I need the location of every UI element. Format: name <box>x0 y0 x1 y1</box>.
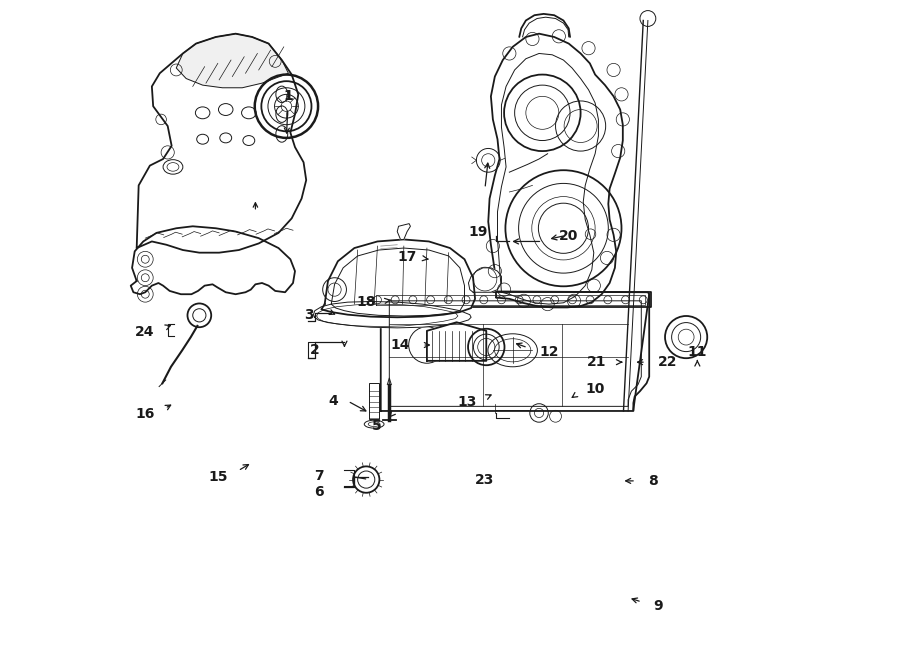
Text: 21: 21 <box>587 355 607 369</box>
Text: 6: 6 <box>314 485 323 499</box>
Text: 18: 18 <box>356 295 376 309</box>
Polygon shape <box>469 268 501 292</box>
Text: 12: 12 <box>539 344 559 359</box>
Text: 2: 2 <box>310 343 320 358</box>
Text: 1: 1 <box>284 89 293 103</box>
Text: 22: 22 <box>658 355 678 369</box>
Text: 17: 17 <box>397 251 417 264</box>
Text: 13: 13 <box>457 395 476 408</box>
Polygon shape <box>313 301 471 328</box>
Polygon shape <box>427 323 486 361</box>
Text: 11: 11 <box>688 344 707 359</box>
Polygon shape <box>176 34 288 88</box>
Text: 24: 24 <box>135 325 155 339</box>
Text: 20: 20 <box>559 229 578 243</box>
Polygon shape <box>397 223 410 239</box>
Polygon shape <box>489 34 623 307</box>
Polygon shape <box>137 34 306 253</box>
Bar <box>369 383 380 419</box>
Text: 4: 4 <box>328 394 338 408</box>
Polygon shape <box>321 239 475 317</box>
Ellipse shape <box>409 327 446 364</box>
Text: 3: 3 <box>304 307 313 322</box>
Text: 10: 10 <box>585 381 605 395</box>
Text: 23: 23 <box>474 473 494 487</box>
Polygon shape <box>370 292 652 307</box>
Polygon shape <box>130 226 295 294</box>
Text: 8: 8 <box>648 474 658 488</box>
Text: 15: 15 <box>208 470 228 484</box>
Text: 9: 9 <box>653 599 662 613</box>
Text: 7: 7 <box>314 469 323 483</box>
Text: 19: 19 <box>468 225 488 239</box>
Text: 5: 5 <box>373 419 382 433</box>
Text: 16: 16 <box>135 407 155 421</box>
Polygon shape <box>381 291 649 411</box>
Text: 14: 14 <box>391 338 410 352</box>
